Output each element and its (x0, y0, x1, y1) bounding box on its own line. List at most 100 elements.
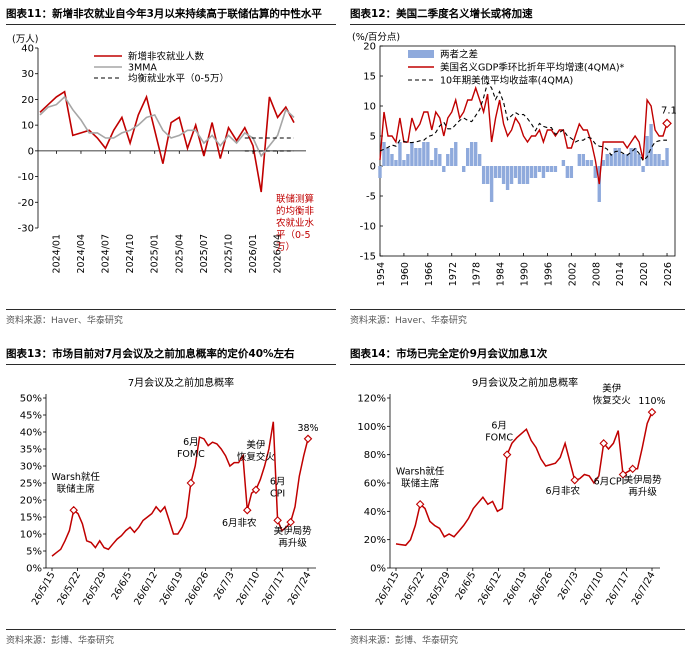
series-line (379, 85, 668, 185)
legend-label: 两者之差 (440, 49, 478, 61)
annotation-text: 联储测算 (276, 193, 314, 205)
bar-spread (549, 166, 554, 172)
panel-title: 图表13：市场目前对7月会议及之前加息概率的定价40%左右 (6, 348, 295, 360)
chart-sept-hike-prob: 9月会议及之前加息概率 0% 20% 40% 60% 80% 100% 120% 26/5/15… (357, 376, 665, 607)
event-label: 再升级 (278, 537, 307, 549)
bar-spread (426, 142, 430, 166)
y-tick-label: 40 (21, 44, 34, 55)
source-divider (6, 309, 336, 310)
title-divider (350, 364, 685, 365)
x-tick-label: 26/5/22 (399, 570, 427, 607)
event-marker (251, 485, 261, 495)
event-marker (570, 475, 579, 485)
event-label: Warsh就任 (396, 465, 445, 477)
x-tick-label: 26/7/17 (604, 570, 632, 607)
bar-spread (442, 166, 446, 172)
event-label: 联储主席 (401, 477, 440, 489)
bar-spread (553, 166, 558, 172)
panel-title: 图表12：美国二季度名义增长或将加速 (350, 8, 533, 20)
bar-spread (569, 166, 574, 178)
event-label: 6月非农 (222, 517, 257, 529)
x-tick-label: 26/6/12 (132, 570, 160, 607)
bar-spread (485, 166, 490, 184)
source-divider (350, 309, 685, 310)
y-tick-label: 25% (20, 479, 42, 490)
legend-label: 均衡就业水平（0-5万） (128, 73, 229, 85)
x-tick-label: 1978 (472, 262, 483, 286)
bar-spread (481, 166, 486, 184)
x-tick-label: 1996 (543, 262, 554, 286)
annotation-text: 万） (276, 241, 295, 253)
x-tick-label: 2025/04 (174, 234, 185, 273)
bar-spread (390, 154, 394, 166)
bar-spread (609, 154, 613, 166)
bar-spread (605, 154, 609, 166)
bar-spread (462, 166, 466, 172)
source-note: 资料来源：Haver、华泰研究 (350, 316, 467, 326)
bar-spread (521, 166, 526, 184)
chart-july-hike-prob: 7月会议及之前加息概率 0% 5% 10% 15% 20% 25% 30% 35% 40% 45% 5… (20, 376, 319, 607)
chart-payrolls: (万人) -30 -20 -10 0 10 20 30 40 2024/01 2024/04 2024… (12, 34, 315, 273)
series-line (379, 81, 667, 162)
source-divider (6, 629, 336, 630)
y-tick-label: 80% (364, 450, 386, 461)
last-value-marker (662, 118, 672, 129)
bar-spread (601, 160, 605, 166)
event-label: FOMC (177, 449, 205, 460)
legend-label: 新增非农就业人数 (128, 51, 205, 63)
x-tick-label: 26/6/19 (502, 570, 530, 607)
y-tick-label: 20% (20, 496, 42, 507)
x-tick-label: 2025/10 (223, 234, 234, 273)
y-tick-label: -10 (18, 172, 34, 183)
event-label: 6月CPI (594, 477, 625, 488)
title-divider (350, 24, 685, 25)
event-label: 再升级 (628, 486, 657, 498)
event-label: 6月 (270, 476, 286, 487)
bar-spread (541, 166, 546, 178)
y-tick-label: 20 (363, 42, 376, 53)
event-label: 恢复交火 (593, 394, 632, 406)
bar-spread (513, 166, 518, 178)
bar-spread (561, 160, 566, 166)
x-tick-label: 1990 (520, 262, 531, 286)
bar-spread (446, 154, 450, 166)
bar-spread (657, 154, 661, 166)
bar-spread (398, 142, 402, 166)
panel-title: 图表14：市场已完全定价9月会议加息1次 (350, 348, 548, 360)
event-marker (647, 407, 657, 417)
bar-spread (497, 166, 502, 178)
y-tick-label: 30 (21, 69, 34, 80)
x-tick-label: 26/7/3 (212, 570, 237, 602)
bar-spread (653, 154, 657, 166)
bar-spread (414, 148, 418, 166)
bar-spread (406, 154, 410, 166)
y-tick-label: 45% (20, 411, 42, 422)
source-note: 资料来源：Haver、华泰研究 (6, 316, 123, 326)
y-tick-label: 5 (370, 132, 376, 143)
event-marker (502, 450, 512, 459)
source-note: 资料来源：彭博、华泰研究 (6, 636, 115, 646)
event-label: 恢复交火 (237, 451, 276, 463)
bar-spread (645, 136, 649, 166)
x-tick-label: 1972 (448, 262, 459, 286)
x-tick-label: 2002 (567, 262, 578, 286)
x-tick-label: 26/6/26 (183, 570, 211, 607)
bar-spread (625, 154, 629, 166)
y-tick-label: 0 (28, 146, 34, 157)
bar-spread (665, 148, 669, 166)
x-tick-label: 2024/04 (76, 234, 87, 273)
bar-spread (641, 166, 645, 172)
bar-spread (629, 148, 633, 166)
y-tick-label: -5 (366, 192, 376, 203)
panel-nominal-gdp: 图表12：美国二季度名义增长或将加速 (%/百分点) -15 -10 -5 0 5 10 15… (350, 6, 685, 326)
bar-spread (517, 166, 522, 184)
event-label: CPI (270, 488, 285, 499)
y-tick-label: 15 (363, 72, 376, 83)
bar-spread (450, 148, 454, 166)
x-tick-label: 26/6/5 (110, 570, 135, 602)
unit-label: (万人) (12, 34, 38, 45)
chart-title: 9月会议及之前加息概率 (472, 376, 578, 389)
panel-july-hike-prob: 图表13：市场目前对7月会议及之前加息概率的定价40%左右 7月会议及之前加息概… (6, 346, 336, 646)
annotation-text: 农就业水 (276, 217, 315, 229)
x-tick-label: 26/5/29 (81, 570, 109, 607)
